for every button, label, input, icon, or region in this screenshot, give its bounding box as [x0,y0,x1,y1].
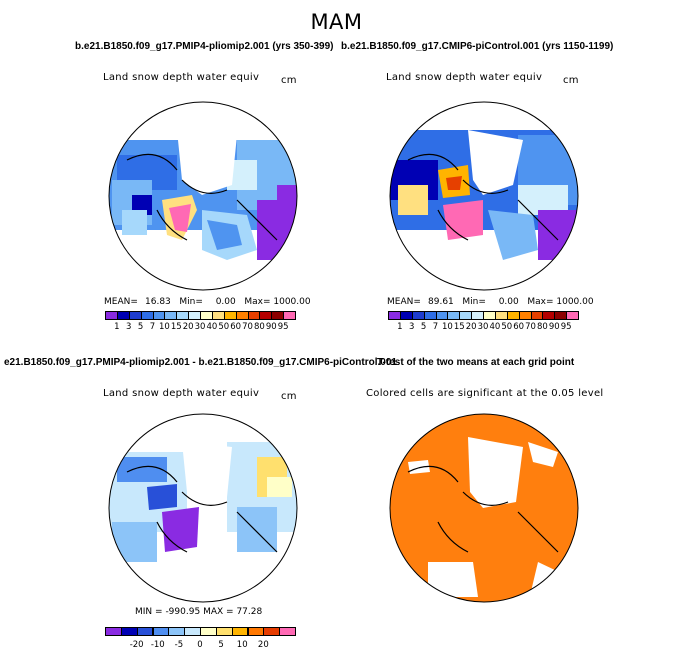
colorbar-top-left-tick-label: 70 [242,322,253,332]
colorbar-top-left-tick-label: 50 [218,322,230,332]
colorbar-bottom-left-swatch [168,627,186,636]
top-left-title: b.e21.B1850.f09_g17.PMIP4-pliomip2.001 (… [75,41,334,52]
colorbar-top-right-tick-label: 1 [397,322,403,332]
colorbar-top-left-tick-label: 7 [149,322,156,332]
colorbar-top-left-tick-label: 80 [253,322,265,332]
bottom-left-title: e21.B1850.f09_g17.PMIP4-pliomip2.001 - b… [4,357,397,368]
top-right-stats: MEAN= 89.61 Min= 0.00 Max= 1000.00 [387,297,594,307]
colorbar-bottom-left-tick-label: 20 [257,640,269,650]
colorbar-top-right-tick-label: 50 [501,322,513,332]
colorbar-bottom-left-tick-label: -5 [174,640,184,650]
colorbar-bottom-left-swatch [215,627,233,636]
colorbar-bottom-left-tick-label: 5 [218,640,224,650]
colorbar-bottom-left-tick-label: -20 [129,640,144,650]
colorbar-top-left-tick-label: 3 [126,322,132,332]
colorbar-bottom-left-swatch [120,627,138,636]
colorbar-bottom-left-swatch [200,627,217,636]
colorbar-top-right [388,311,579,320]
colorbar-top-right-tick-label: 5 [420,322,427,332]
map-bottom-right [389,413,579,603]
bottom-right-note: Colored cells are significant at the 0.0… [366,388,604,399]
colorbar-bottom-left-swatch [105,627,122,636]
map-top-left [108,101,298,291]
colorbar-top-left [105,311,296,320]
colorbar-top-right-tick-label: 20 [465,322,477,332]
colorbar-bottom-left-swatch [184,627,201,636]
bottom-left-stats: MIN = -990.95 MAX = 77.28 [135,607,263,617]
colorbar-top-right-labels: 1 3 5 7 10 15 20 30 40 50 60 70 80 90 95 [388,322,578,332]
colorbar-top-left-tick-label: 10 [158,322,170,332]
top-left-units: cm [281,75,297,86]
colorbar-bottom-left-swatch [247,627,265,636]
colorbar-top-right-tick-label: 30 [477,322,489,332]
colorbar-top-left-tick-label: 60 [230,322,242,332]
colorbar-top-right-tick-label: 40 [489,322,501,332]
map-bottom-left [108,413,298,603]
top-left-stats: MEAN= 16.83 Min= 0.00 Max= 1000.00 [104,297,311,307]
season-title: MAM [310,10,363,34]
colorbar-top-right-tick-label: 3 [409,322,415,332]
colorbar-top-right-tick-label: 80 [536,322,548,332]
colorbar-top-right-tick-label: 15 [453,322,465,332]
bottom-left-units: cm [281,391,297,402]
top-right-title: b.e21.B1850.f09_g17.CMIP6-piControl.001 … [341,41,614,52]
colorbar-top-right-tick-label: 90 [548,322,560,332]
colorbar-bottom-left-tick-label: -10 [150,640,165,650]
colorbar-top-left-tick-label: 15 [170,322,182,332]
colorbar-top-left-tick-label: 5 [137,322,144,332]
bottom-left-variable: Land snow depth water equiv [103,388,260,399]
colorbar-top-right-tick-label: 7 [432,322,439,332]
colorbar-bottom-left-swatch [231,627,249,636]
colorbar-top-left-tick-label: 20 [182,322,194,332]
colorbar-top-left-swatch [283,311,296,320]
colorbar-top-left-tick-label: 90 [265,322,277,332]
colorbar-top-left-tick-label: 30 [194,322,206,332]
map-top-right [389,101,579,291]
colorbar-top-left-tick-label: 1 [114,322,120,332]
colorbar-top-right-tick-label: 95 [560,322,572,332]
top-right-variable: Land snow depth water equiv [386,72,543,83]
colorbar-bottom-left-swatch [279,627,296,636]
colorbar-top-left-labels: 1 3 5 7 10 15 20 30 40 50 60 70 80 90 95 [105,322,295,332]
colorbar-bottom-left-labels: -20 -10 -5 0 5 10 20 [105,640,295,650]
top-right-units: cm [563,75,579,86]
colorbar-bottom-left-swatch [136,627,154,636]
colorbar-top-right-tick-label: 10 [441,322,453,332]
colorbar-bottom-left-tick-label: 0 [197,640,203,650]
top-left-variable: Land snow depth water equiv [103,72,260,83]
colorbar-bottom-left-swatch [263,627,281,636]
colorbar-top-left-tick-label: 40 [206,322,218,332]
bottom-right-title: T-test of the two means at each grid poi… [377,357,575,368]
colorbar-top-right-swatch [566,311,579,320]
colorbar-bottom-left-tick-label: 10 [236,640,248,650]
colorbar-top-right-tick-label: 70 [525,322,536,332]
colorbar-bottom-left [105,627,296,636]
colorbar-bottom-left-swatch [152,627,170,636]
colorbar-top-left-tick-label: 95 [277,322,289,332]
colorbar-top-right-tick-label: 60 [513,322,525,332]
